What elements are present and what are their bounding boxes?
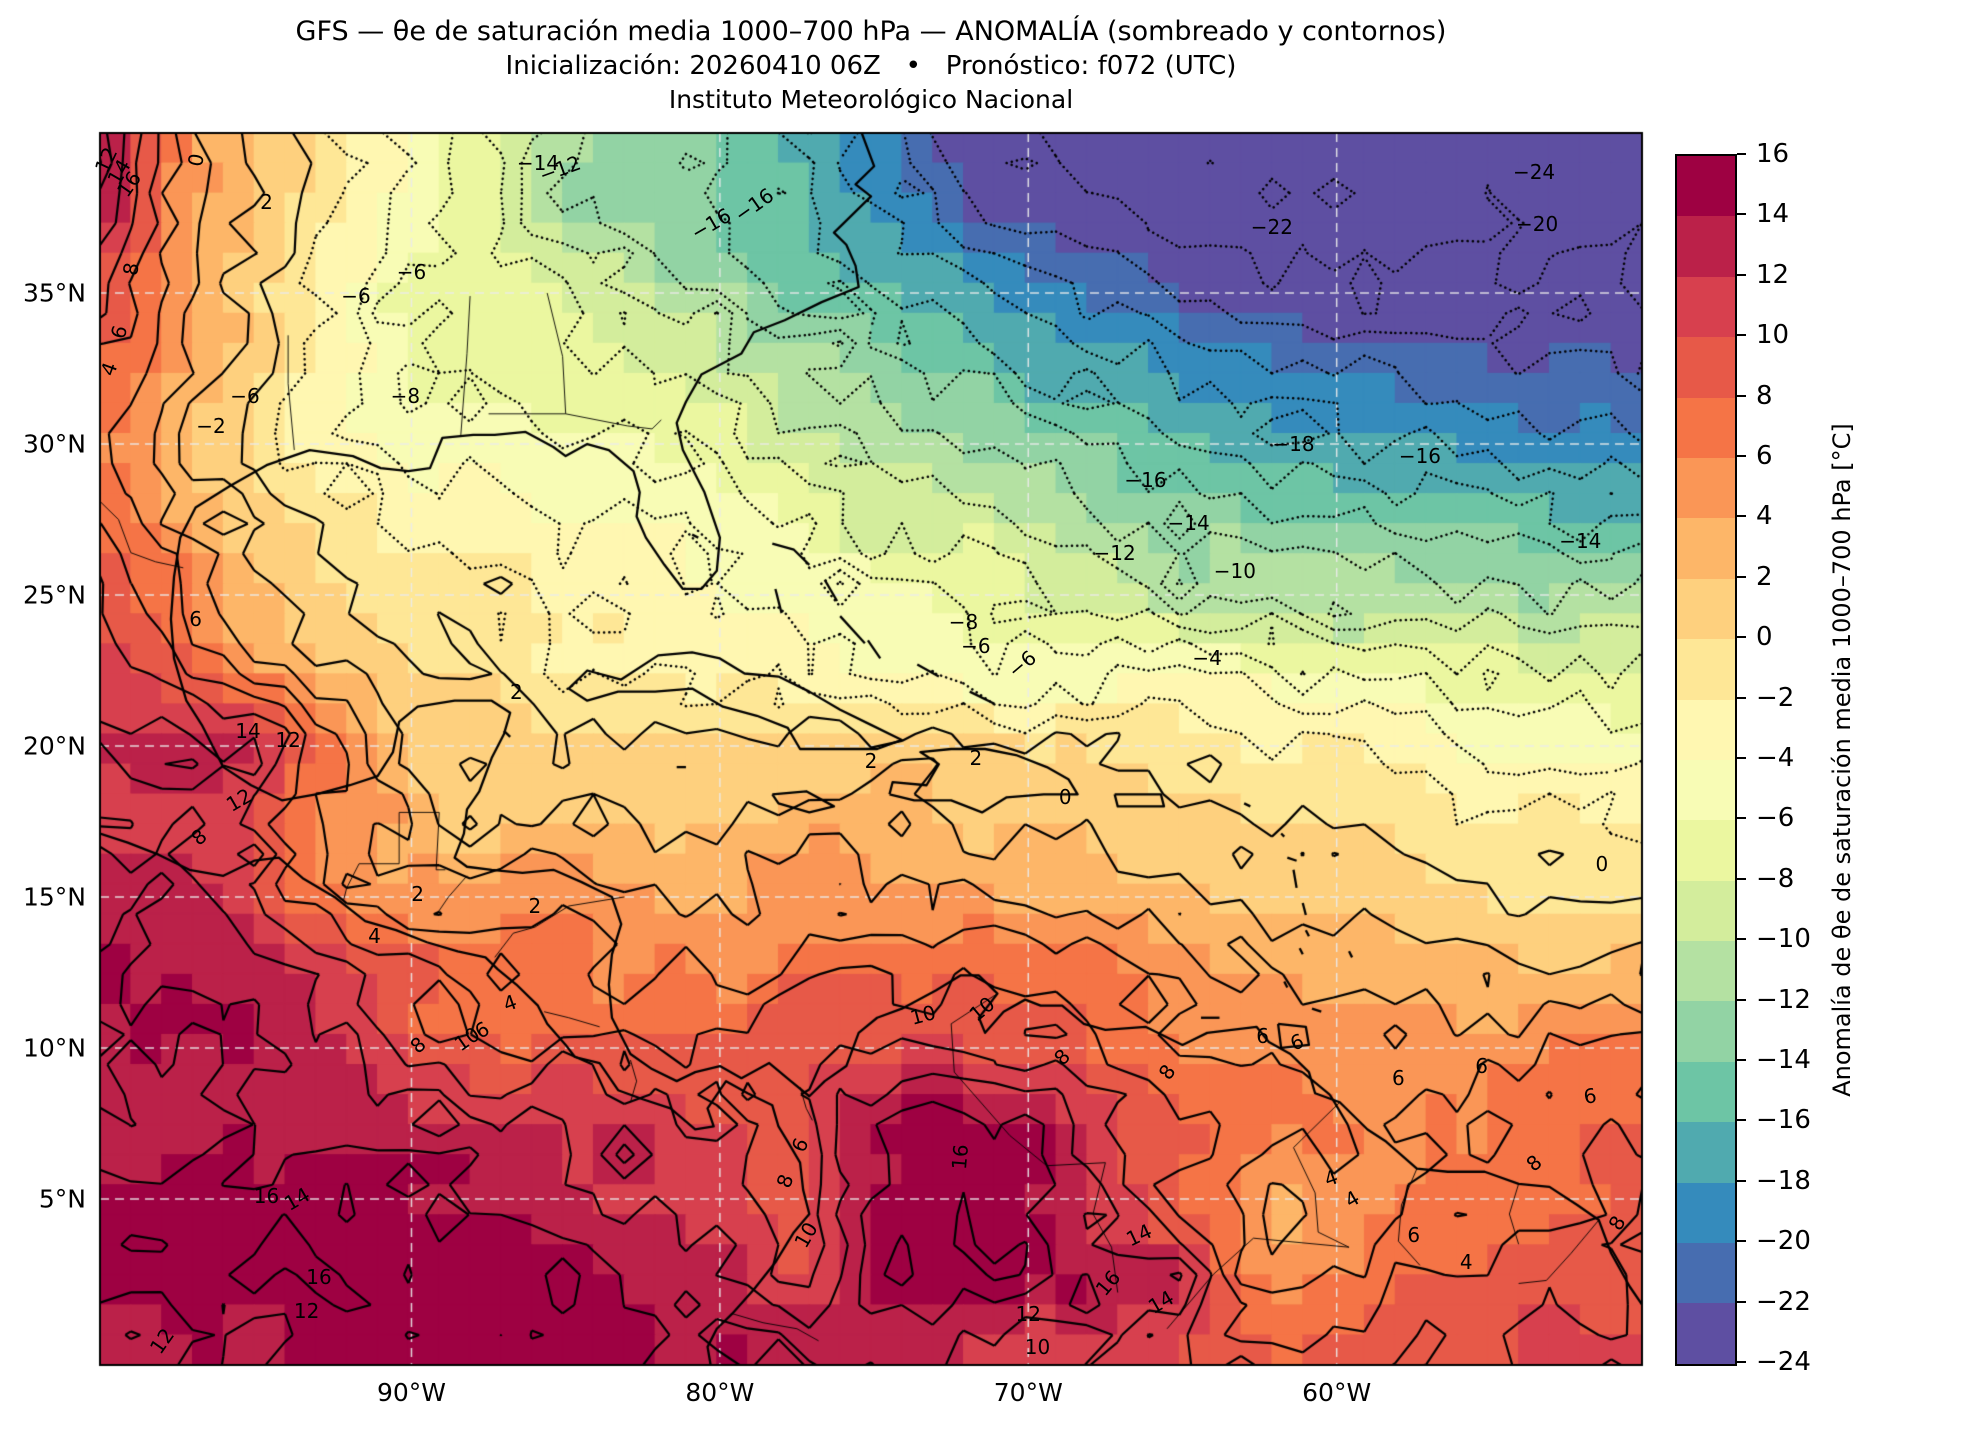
colorbar-cell [1677, 276, 1735, 338]
colorbar-cell [1677, 457, 1735, 519]
colorbar-cell [1677, 518, 1735, 579]
colorbar-cell [1677, 397, 1735, 458]
colorbar-cell [1677, 1303, 1735, 1364]
colorbar-cell [1677, 1122, 1735, 1183]
colorbar-cell [1677, 1061, 1735, 1123]
colorbar-cell [1677, 216, 1735, 277]
colorbar-cell [1677, 941, 1735, 1002]
colorbar-cell [1677, 639, 1735, 700]
colorbar [1675, 154, 1737, 1366]
colorbar-cell [1677, 759, 1735, 821]
colorbar-cell [1677, 699, 1735, 760]
colorbar-title: Anomalía de θe de saturación media 1000–… [1828, 423, 1856, 1097]
colorbar-cell [1677, 1182, 1735, 1244]
colorbar-cell [1677, 1243, 1735, 1304]
colorbar-cell [1677, 156, 1735, 217]
colorbar-cell [1677, 578, 1735, 640]
colorbar-cell [1677, 337, 1735, 398]
colorbar-cell [1677, 880, 1735, 942]
colorbar-cell [1677, 1001, 1735, 1062]
colorbar-cell [1677, 820, 1735, 881]
